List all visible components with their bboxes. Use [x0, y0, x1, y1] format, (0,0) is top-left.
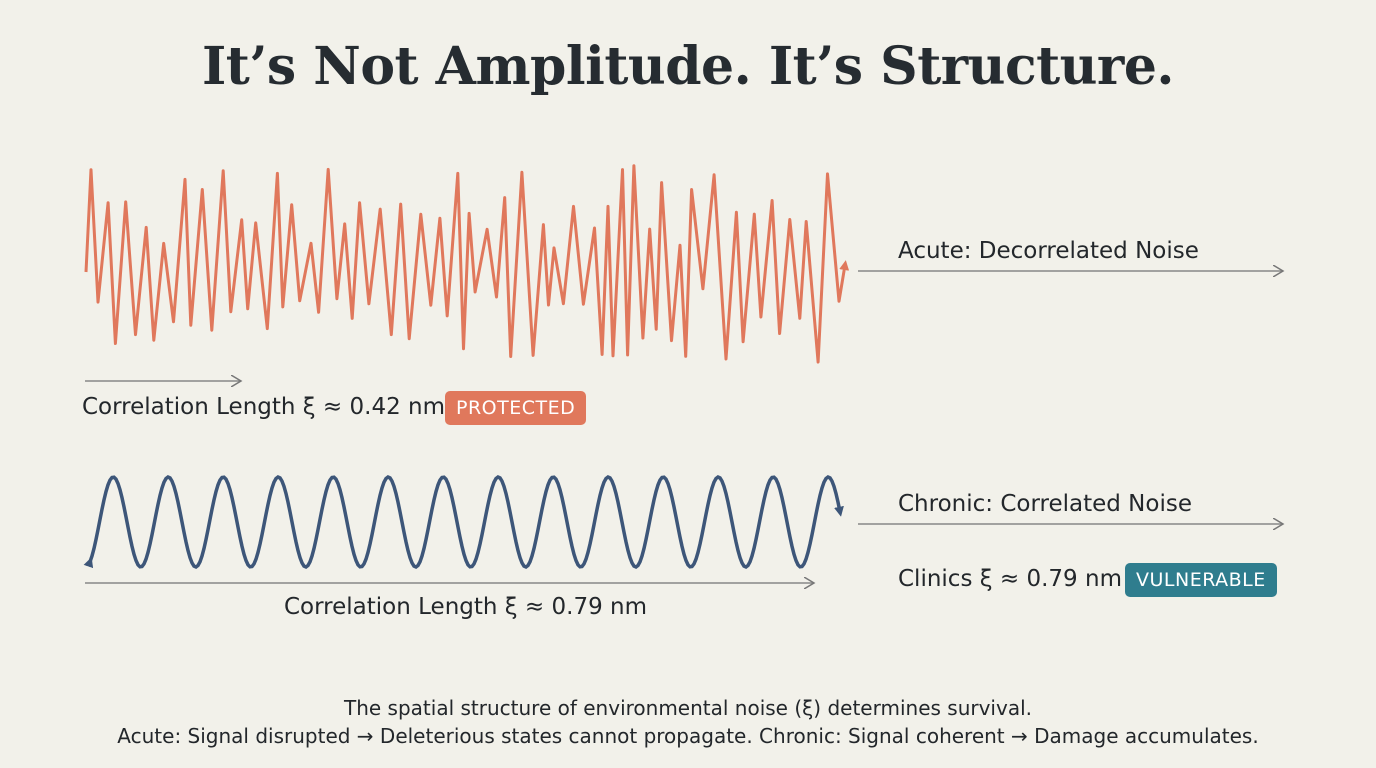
decorrelated-noise-wave [84, 164, 850, 364]
page-title: It’s Not Amplitude. It’s Structure. [201, 36, 1175, 97]
acute-correlation-length: Correlation Length ξ ≈ 0.42 nm [82, 394, 446, 420]
protected-badge: PROTECTED [445, 391, 587, 425]
caption: The spatial structure of environmental n… [0, 694, 1376, 750]
acute-label: Acute: Decorrelated Noise [898, 238, 1199, 264]
caption-line-1: The spatial structure of environmental n… [344, 696, 1032, 720]
chronic-label: Chronic: Correlated Noise [898, 491, 1192, 517]
correlated-noise-wave [83, 474, 844, 570]
clinics-correlation-length: Clinics ξ ≈ 0.79 nm [898, 566, 1122, 592]
chronic-correlation-length: Correlation Length ξ ≈ 0.79 nm [284, 594, 648, 620]
caption-line-2: Acute: Signal disrupted → Deleterious st… [117, 724, 1259, 748]
vulnerable-badge: VULNERABLE [1125, 563, 1277, 597]
